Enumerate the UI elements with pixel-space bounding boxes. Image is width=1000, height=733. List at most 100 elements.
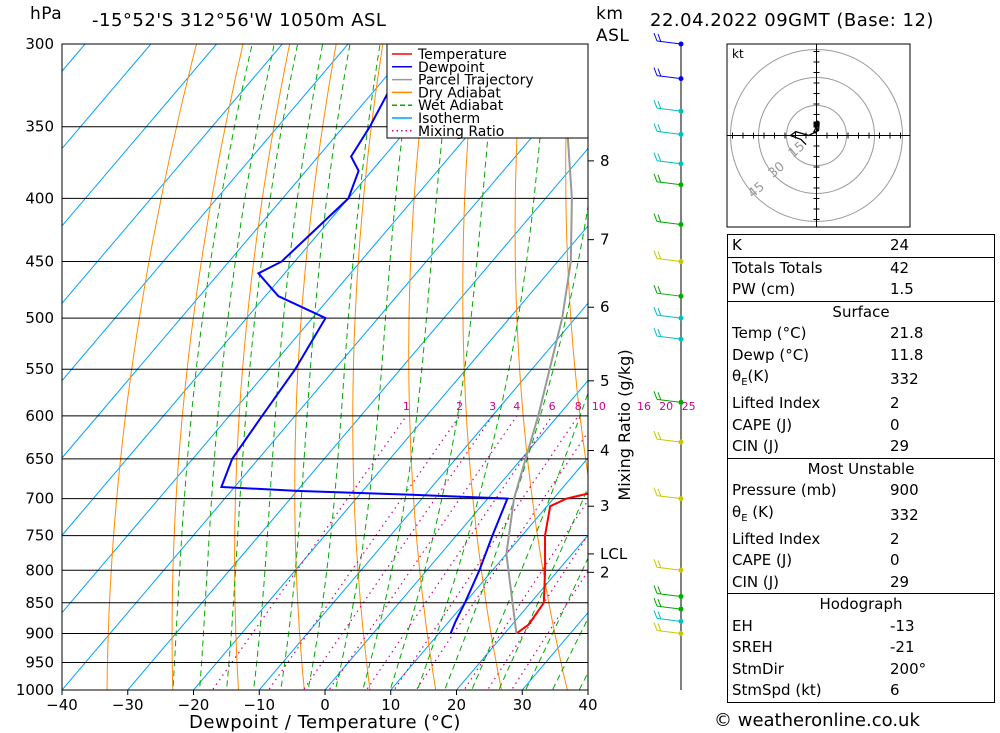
mixing-ratio-value-label: 2: [456, 400, 463, 413]
wet-adiabat-line: [551, 617, 588, 690]
pressure-tick-label: 400: [25, 189, 54, 207]
sreh-value: -21: [886, 637, 995, 659]
pressure-tick-label: 550: [25, 360, 54, 378]
surface-theta-label: θE(K): [727, 366, 886, 393]
isotherm-line: [455, 534, 588, 690]
wet-adiabat-line: [172, 44, 253, 690]
surface-dewp-value: 11.8: [886, 344, 995, 366]
wind-barb: [653, 306, 682, 319]
wet-adiabat-line: [252, 44, 324, 690]
altitude-tick-label: 4: [600, 442, 610, 460]
isotherm-line: [62, 70, 588, 690]
mixing-ratio-line: [365, 415, 553, 690]
surface-cape-label: CAPE (J): [727, 414, 886, 436]
hodograph-unit-label: kt: [732, 47, 744, 61]
k-value: 24: [886, 234, 995, 257]
mu-li-value: 2: [886, 528, 995, 550]
pressure-tick-label: 450: [25, 253, 54, 271]
mixing-ratio-value-label: 10: [592, 400, 606, 413]
pressure-tick-label: 850: [25, 594, 54, 612]
isotherm-line: [390, 457, 588, 690]
pressure-tick-label: 700: [25, 490, 54, 508]
wet-adiabat-line: [307, 44, 381, 690]
km-unit-label: km: [596, 4, 624, 24]
legend-entry-label: Temperature: [417, 47, 507, 63]
surface-li-value: 2: [886, 393, 995, 415]
eh-value: -13: [886, 615, 995, 637]
hodograph-storm-marker: [813, 121, 820, 128]
wind-barb: [653, 430, 682, 443]
wind-barb: [653, 559, 682, 571]
surface-title: Surface: [727, 301, 995, 323]
wind-barb: [653, 285, 682, 297]
wind-barb: [653, 250, 682, 263]
mu-cape-value: 0: [886, 550, 995, 572]
wind-barb: [653, 173, 682, 186]
legend-entry-label: Dry Adiabat: [418, 85, 501, 101]
pressure-tick-label: 650: [25, 450, 54, 468]
theta-subscript: E: [741, 377, 748, 388]
mixing-ratio-value-label: 6: [549, 400, 556, 413]
isotherm-line: [258, 302, 588, 690]
series-line-dewpoint: [219, 44, 509, 634]
mixing-ratio-value-label: 20: [659, 400, 673, 413]
altitude-tick-label: 6: [600, 298, 610, 316]
theta-symbol: θ: [732, 502, 742, 521]
wet-adiabat-line: [525, 557, 588, 690]
wind-barb: [653, 67, 682, 80]
theta-symbol: θ: [732, 367, 742, 385]
mixing-ratio-line: [463, 499, 588, 690]
theta-unit: (K): [747, 367, 770, 385]
temperature-tick-label: −40: [46, 696, 78, 714]
pressure-tick-label: 900: [25, 624, 54, 642]
footer-credit[interactable]: © weatheronline.co.uk: [714, 710, 920, 731]
tt-label: Totals Totals: [727, 257, 886, 279]
wind-barb: [653, 152, 682, 165]
pressure-tick-label: 1000: [16, 681, 54, 699]
mixing-ratio-line: [211, 415, 407, 690]
wind-barb: [653, 391, 682, 403]
mu-cape-label: CAPE (J): [727, 550, 886, 572]
pressure-tick-label: 350: [25, 118, 54, 136]
wet-adiabat-line: [389, 44, 498, 690]
temperature-tick-label: 10: [381, 696, 400, 714]
mixing-ratio-value-label: 8: [575, 400, 582, 413]
mixing-ratio-labels: 1 2 3 4 6 8 10 16 20 25: [403, 400, 696, 413]
temperature-tick-label: 20: [447, 696, 466, 714]
mixing-ratio-axis-label: Mixing Ratio (g/kg): [615, 349, 634, 500]
mixing-ratio-line: [415, 431, 588, 690]
tt-value: 42: [886, 257, 995, 279]
pw-value: 1.5: [886, 279, 995, 302]
wind-barb: [653, 32, 682, 45]
isotherm-line: [62, 44, 152, 150]
pressure-tick-label: 750: [25, 527, 54, 545]
surface-cin-label: CIN (J): [727, 436, 886, 459]
wet-adiabat-line: [498, 486, 588, 690]
sreh-label: SREH: [727, 637, 886, 659]
pressure-tick-label: 500: [25, 309, 54, 327]
surface-cin-value: 29: [886, 436, 995, 459]
mu-title: Most Unstable: [727, 458, 995, 480]
surface-temp-label: Temp (°C): [727, 323, 886, 345]
hodo-table-title: Hodograph: [727, 593, 995, 616]
surface-theta-value: 332: [886, 366, 995, 393]
wind-barb: [653, 123, 682, 135]
dry-adiabat-line: [234, 44, 291, 690]
mixing-ratio-value-label: 1: [403, 400, 410, 413]
pressure-tick-label: 600: [25, 407, 54, 425]
pressure-tick-label: 800: [25, 561, 54, 579]
wet-adiabat-line: [225, 44, 299, 690]
isotherm-line: [127, 147, 588, 690]
mixing-ratio-line: [486, 534, 588, 690]
asl-unit-label: ASL: [596, 26, 630, 46]
wind-barb: [653, 597, 682, 610]
altitude-tick-label: 5: [600, 372, 610, 390]
surface-dewp-label: Dewp (°C): [727, 344, 886, 366]
surface-temp-value: 21.8: [886, 323, 995, 345]
altitude-tick-label: 7: [600, 231, 610, 249]
wind-barb: [653, 585, 682, 597]
wet-adiabat-line: [280, 44, 351, 690]
datetime-title: 22.04.2022 09GMT (Base: 12): [650, 10, 934, 31]
